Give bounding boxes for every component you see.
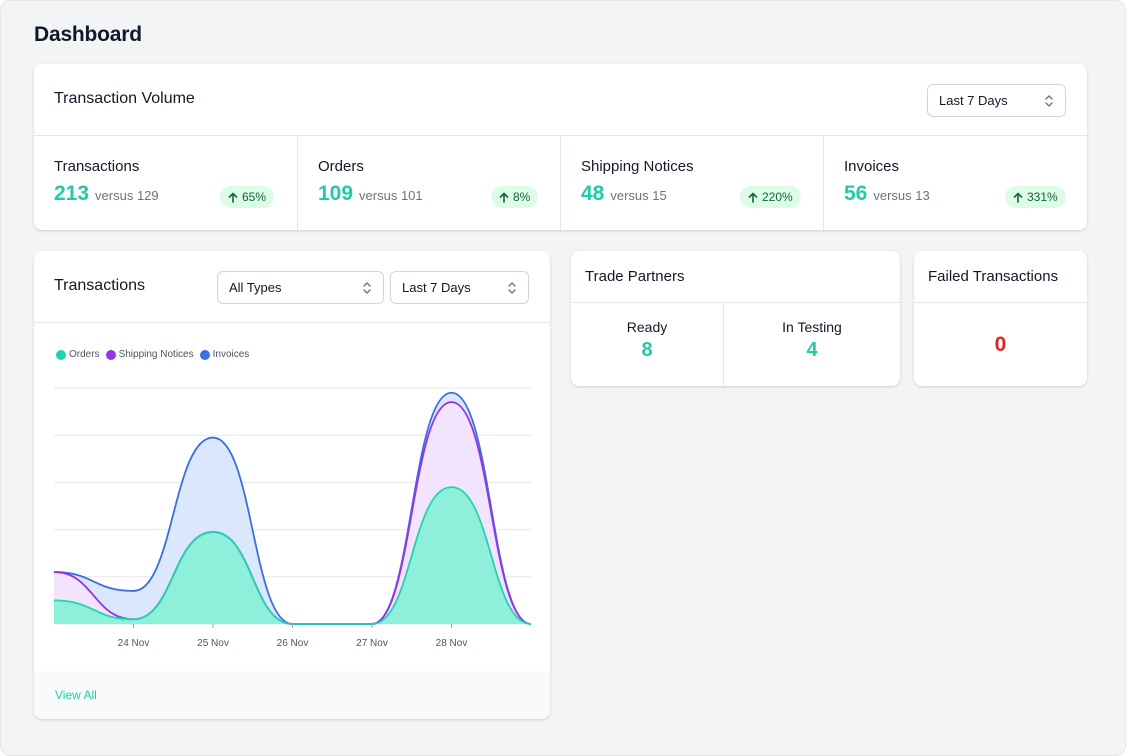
change-value: 220% xyxy=(762,190,793,204)
arrow-up-icon xyxy=(1013,192,1023,203)
legend-dot xyxy=(199,349,210,360)
stat-versus: versus 101 xyxy=(359,188,423,203)
chevron-up-down-icon xyxy=(1045,94,1053,107)
volume-range-select[interactable]: Last 7 Days xyxy=(927,84,1066,117)
ready-partners[interactable]: Ready 8 xyxy=(571,303,724,386)
change-badge: 331% xyxy=(1005,186,1066,208)
arrow-up-icon xyxy=(499,192,509,203)
stat-value: 48 versus 15 xyxy=(581,182,667,206)
legend-label: Orders xyxy=(69,349,100,360)
stat-versus: versus 129 xyxy=(95,188,159,203)
change-badge: 8% xyxy=(491,186,539,208)
in-testing-label: In Testing xyxy=(782,319,842,335)
stat-number: 48 xyxy=(581,182,605,205)
stat-transactions: Transactions 213 versus 129 65% xyxy=(34,136,297,230)
chevron-up-down-icon xyxy=(363,281,371,294)
transactions-footer: View All xyxy=(34,671,550,719)
trade-partners-title: Trade Partners xyxy=(585,268,685,285)
stat-orders: Orders 109 versus 101 8% xyxy=(297,136,560,230)
type-filter-value: All Types xyxy=(229,280,282,295)
divider xyxy=(34,135,1087,136)
legend-item-invoices[interactable]: Invoices xyxy=(199,349,250,360)
legend-dot xyxy=(105,349,116,360)
arrow-up-icon xyxy=(228,192,238,203)
stat-label: Shipping Notices xyxy=(581,158,694,175)
change-value: 8% xyxy=(513,190,531,204)
failed-transactions-card[interactable]: Failed Transactions 0 xyxy=(914,251,1087,386)
x-tick-label: 28 Nov xyxy=(436,638,468,649)
stat-value: 109 versus 101 xyxy=(318,182,423,206)
stat-shipping-notices: Shipping Notices 48 versus 15 220% xyxy=(560,136,823,230)
view-all-link[interactable]: View All xyxy=(55,688,97,702)
chart-legend: Orders Shipping Notices Invoices xyxy=(56,349,249,360)
stat-value: 213 versus 129 xyxy=(54,182,159,206)
stat-versus: versus 15 xyxy=(610,188,667,203)
legend-item-shipping-notices[interactable]: Shipping Notices xyxy=(105,349,194,360)
legend-dot xyxy=(56,349,66,360)
transactions-chart: 24 Nov 25 Nov 26 Nov 27 Nov 28 Nov xyxy=(53,387,532,649)
transactions-card: Transactions All Types Last 7 Days Order… xyxy=(34,251,550,719)
volume-range-value: Last 7 Days xyxy=(939,93,1008,108)
change-value: 65% xyxy=(242,190,267,204)
trade-partners-card: Trade Partners Ready 8 In Testing 4 xyxy=(571,251,900,386)
stat-label: Transactions xyxy=(54,158,140,175)
divider xyxy=(34,322,550,323)
in-testing-value: 4 xyxy=(806,339,818,361)
in-testing-partners[interactable]: In Testing 4 xyxy=(724,303,900,386)
change-value: 331% xyxy=(1027,190,1058,204)
stat-number: 213 xyxy=(54,182,90,205)
transactions-range-select[interactable]: Last 7 Days xyxy=(390,271,529,304)
stat-number: 109 xyxy=(318,182,354,205)
legend-label: Shipping Notices xyxy=(118,349,194,360)
divider xyxy=(571,302,900,303)
divider xyxy=(914,302,1087,303)
x-tick-label: 24 Nov xyxy=(118,638,150,649)
change-badge: 65% xyxy=(220,186,275,208)
stat-invoices: Invoices 56 versus 13 331% xyxy=(823,136,1087,230)
legend-item-orders[interactable]: Orders xyxy=(56,349,100,360)
legend-label: Invoices xyxy=(212,349,250,360)
stat-number: 56 xyxy=(844,182,868,205)
chevron-up-down-icon xyxy=(508,281,516,294)
failed-transactions-title: Failed Transactions xyxy=(928,268,1059,285)
type-filter-select[interactable]: All Types xyxy=(217,271,384,304)
transactions-title: Transactions xyxy=(54,277,145,294)
stat-value: 56 versus 13 xyxy=(844,182,930,206)
transactions-range-value: Last 7 Days xyxy=(402,280,471,295)
x-tick-label: 26 Nov xyxy=(277,638,309,649)
stat-label: Invoices xyxy=(844,158,900,175)
stat-label: Orders xyxy=(318,158,364,175)
area-orders xyxy=(54,487,531,624)
x-tick-label: 25 Nov xyxy=(197,638,229,649)
ready-label: Ready xyxy=(626,319,668,335)
failed-transactions-value: 0 xyxy=(994,333,1007,356)
transaction-volume-title: Transaction Volume xyxy=(54,90,195,107)
page-title: Dashboard xyxy=(34,23,142,46)
change-badge: 220% xyxy=(740,186,801,208)
stat-versus: versus 13 xyxy=(873,188,930,203)
arrow-up-icon xyxy=(748,192,758,203)
transaction-volume-card: Transaction Volume Last 7 Days Transacti… xyxy=(34,64,1087,230)
x-tick-label: 27 Nov xyxy=(356,638,388,649)
ready-value: 8 xyxy=(641,339,653,361)
